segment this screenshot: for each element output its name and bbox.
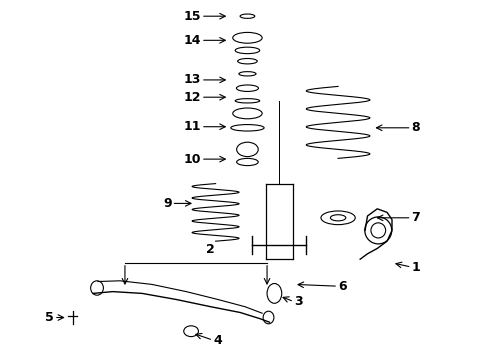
Text: 8: 8 bbox=[412, 121, 420, 134]
Text: 15: 15 bbox=[183, 10, 201, 23]
Text: 7: 7 bbox=[412, 211, 420, 224]
Text: 9: 9 bbox=[163, 197, 172, 210]
Text: 2: 2 bbox=[206, 243, 215, 256]
Text: 11: 11 bbox=[183, 120, 201, 133]
Text: 12: 12 bbox=[183, 91, 201, 104]
Text: 13: 13 bbox=[184, 73, 201, 86]
Text: 1: 1 bbox=[412, 261, 420, 274]
Text: 4: 4 bbox=[213, 334, 222, 347]
Text: 14: 14 bbox=[183, 34, 201, 47]
Text: 3: 3 bbox=[294, 295, 303, 308]
Text: 6: 6 bbox=[338, 280, 347, 293]
Text: 5: 5 bbox=[45, 311, 54, 324]
Text: 10: 10 bbox=[183, 153, 201, 166]
